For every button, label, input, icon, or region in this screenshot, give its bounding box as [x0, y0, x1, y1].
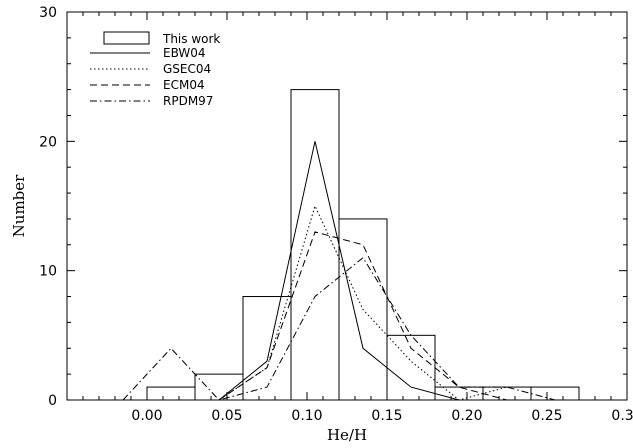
histogram-bar-4 — [338, 218, 388, 401]
x-tick-label: 0.10 — [291, 408, 322, 424]
plot-frame — [66, 11, 628, 401]
histogram-bar-2 — [242, 296, 292, 401]
y-axis-ticks: 0 10 20 30 — [39, 5, 627, 409]
legend-label-ebw04: EBW04 — [163, 46, 206, 60]
legend-label-rpdm97: RPDM97 — [163, 94, 213, 108]
legend-label-ecm04: ECM04 — [163, 78, 205, 92]
legend-label-histogram: This work — [162, 32, 220, 46]
x-axis-ticks: 0.00 0.05 0.10 0.15 0.20 0.25 0.30 — [82, 12, 633, 424]
series-line-ebw04 — [218, 141, 507, 401]
x-tick-label: 0.20 — [451, 408, 482, 424]
y-tick-label: 20 — [39, 134, 57, 150]
x-tick-label: 0.25 — [531, 408, 562, 424]
x-tick-label: 0.15 — [371, 408, 402, 424]
x-tick-label: 0.30 — [611, 408, 633, 424]
y-tick-label: 0 — [48, 393, 57, 409]
histogram-bars — [146, 89, 580, 401]
histogram-bar-0 — [146, 386, 196, 401]
y-tick-label: 30 — [39, 5, 57, 21]
histogram-bar-5 — [386, 334, 436, 401]
series-line-gsec04 — [218, 204, 508, 401]
legend-label-gsec04: GSEC04 — [163, 62, 211, 76]
series-line-rpdm97 — [122, 256, 556, 401]
legend-swatch-histogram — [103, 31, 150, 45]
series-lines — [122, 141, 556, 401]
y-axis-label: Number — [10, 174, 28, 237]
x-tick-label: 0.00 — [131, 408, 162, 424]
series-line-ecm04 — [218, 231, 508, 401]
x-axis-label: He/H — [327, 426, 367, 444]
y-tick-label: 10 — [39, 264, 57, 280]
histogram-bar-8 — [530, 386, 580, 401]
histogram-bar-6 — [434, 386, 484, 401]
histogram-bar-3 — [290, 89, 340, 401]
histogram-bar-1 — [194, 373, 244, 401]
x-tick-label: 0.05 — [211, 408, 242, 424]
histogram-bar-7 — [482, 386, 532, 401]
